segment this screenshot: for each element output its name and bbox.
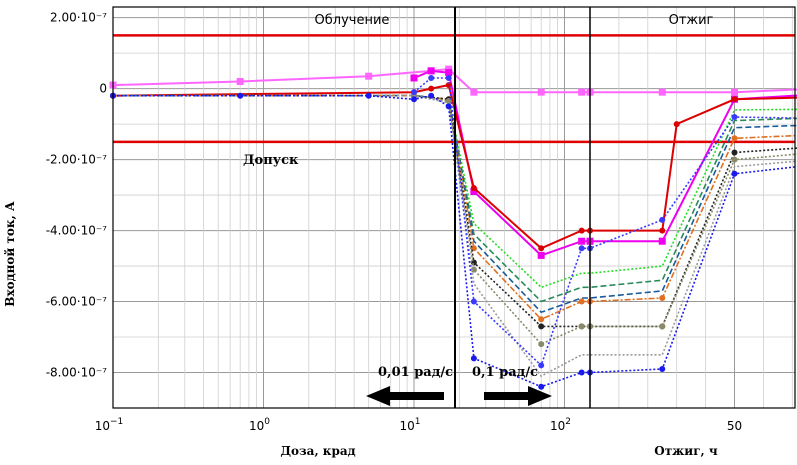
data-point bbox=[731, 170, 738, 177]
data-point bbox=[731, 114, 738, 121]
data-point bbox=[659, 365, 666, 372]
data-point bbox=[538, 341, 545, 348]
data-point bbox=[411, 89, 417, 96]
data-point bbox=[445, 74, 452, 81]
x-axis-title-anneal: Отжиг, ч bbox=[654, 444, 718, 458]
data-point bbox=[538, 383, 545, 390]
data-point bbox=[537, 88, 545, 96]
x-axis-title-dose: Доза, крад bbox=[280, 444, 355, 458]
data-point bbox=[237, 92, 244, 99]
data-point bbox=[537, 251, 545, 259]
series-line bbox=[112, 68, 797, 94]
series-line bbox=[413, 69, 797, 257]
series-line bbox=[113, 94, 797, 321]
data-point bbox=[731, 135, 738, 142]
y-tick-label: -2.00·10⁻⁷ bbox=[46, 153, 107, 167]
x-tick-label-dose: 100 bbox=[249, 417, 270, 433]
plot-frame bbox=[112, 6, 796, 409]
series-11 bbox=[110, 92, 797, 390]
data-point bbox=[578, 323, 585, 330]
data-point bbox=[731, 96, 738, 103]
y-tick-label: -8.00·10⁻⁷ bbox=[46, 366, 107, 380]
data-point bbox=[427, 67, 435, 75]
y-tick-label: -6.00·10⁻⁷ bbox=[46, 295, 107, 309]
y-tick-label: -4.00·10⁻⁷ bbox=[46, 224, 107, 238]
data-point bbox=[659, 227, 666, 234]
x-tick-label-anneal: 50 bbox=[727, 419, 742, 433]
data-point bbox=[578, 88, 586, 96]
series-line bbox=[113, 94, 797, 328]
x-tick-label-dose: 102 bbox=[550, 417, 571, 433]
series-line bbox=[113, 94, 797, 346]
data-point bbox=[658, 237, 666, 245]
data-point bbox=[538, 362, 545, 369]
arrow-left-icon bbox=[366, 386, 444, 406]
data-point bbox=[658, 88, 666, 96]
series-line bbox=[113, 94, 797, 378]
tolerance-label: Допуск bbox=[243, 153, 299, 168]
series-group bbox=[109, 65, 797, 390]
data-point bbox=[470, 88, 478, 96]
rate-low-label: 0,01 рад/с bbox=[378, 365, 453, 380]
series-12 bbox=[411, 74, 797, 369]
series-4 bbox=[113, 94, 797, 289]
data-point bbox=[673, 121, 680, 128]
data-point bbox=[428, 85, 435, 92]
data-point bbox=[578, 245, 585, 252]
y-tick-label: 2.00·10⁻⁷ bbox=[50, 11, 107, 25]
arrow-right-icon bbox=[484, 386, 552, 406]
data-point bbox=[470, 355, 477, 362]
data-point bbox=[236, 78, 244, 86]
data-point bbox=[578, 369, 585, 376]
data-point bbox=[538, 316, 545, 323]
data-point bbox=[659, 216, 666, 223]
series-10 bbox=[113, 94, 797, 378]
x-tick-label-dose: 10−1 bbox=[95, 417, 124, 433]
data-point bbox=[578, 227, 585, 234]
data-point bbox=[445, 65, 453, 73]
data-point bbox=[411, 96, 417, 103]
data-point bbox=[365, 72, 373, 80]
data-point bbox=[445, 98, 452, 105]
y-tick-label: 0 bbox=[99, 82, 107, 96]
data-point bbox=[445, 69, 453, 77]
data-point bbox=[659, 323, 666, 330]
data-point bbox=[731, 156, 738, 163]
data-point bbox=[659, 294, 666, 301]
data-point bbox=[428, 74, 435, 81]
x-tick-label-dose: 101 bbox=[399, 417, 420, 433]
region-label-anneal: Отжиг bbox=[669, 13, 714, 28]
data-point bbox=[731, 88, 738, 96]
region-label-irradiation: Облучение bbox=[315, 13, 390, 28]
data-point bbox=[578, 298, 585, 305]
rate-high-label: 0,1 рад/с bbox=[472, 365, 538, 380]
data-point bbox=[470, 184, 477, 191]
data-point bbox=[410, 74, 418, 82]
data-point bbox=[470, 266, 477, 273]
data-point bbox=[538, 245, 545, 252]
data-point bbox=[731, 149, 738, 156]
data-point bbox=[428, 92, 435, 99]
data-point bbox=[470, 188, 478, 196]
tick-labels: 2.00·10⁻⁷ 0 -2.00·10⁻⁷ -4.00·10⁻⁷ -6.00·10⁻⁷… bbox=[46, 11, 742, 433]
data-point bbox=[445, 103, 452, 110]
data-point bbox=[578, 237, 586, 245]
data-point bbox=[470, 298, 477, 305]
data-point bbox=[365, 92, 372, 99]
series-line bbox=[113, 94, 797, 289]
data-point bbox=[538, 323, 545, 330]
y-axis-title: Входной ток, А bbox=[3, 201, 17, 307]
